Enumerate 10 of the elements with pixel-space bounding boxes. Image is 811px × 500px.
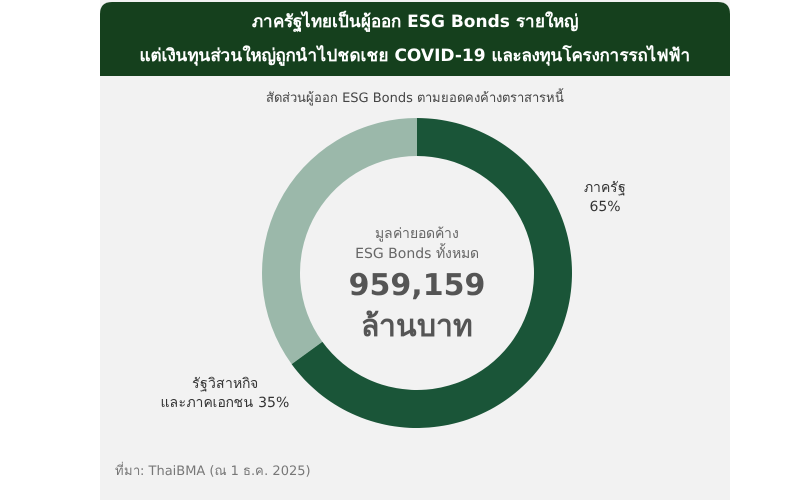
donut-slice: [292, 118, 572, 428]
chart-title: ภาครัฐไทยเป็นผู้ออก ESG Bonds รายใหญ่ แต่เงินทุนส่วนใหญ่ถูกนำไปชดเชย COVID-19 และลงทุนโครงการรถไฟฟ้า: [140, 9, 690, 67]
slice-label: ภาครัฐ: [584, 180, 626, 196]
text: ที่มา: ThaiBMA (ณ 1 ธ.ค. 2025): [115, 462, 311, 479]
text: มูลค่ายอดค้าง ESG Bonds ทั้งหมด: [355, 226, 479, 262]
data-label: 65%: [589, 199, 621, 215]
text: 959,159: [348, 268, 486, 303]
chart-subtitle: สัดส่วนผู้ออก ESG Bonds ตามยอดคงค้างตราสารหนี้: [266, 88, 564, 106]
text: ล้านบาท: [361, 309, 473, 344]
slice-label: รัฐวิสาหกิจ และภาคเอกชน 35%: [160, 376, 290, 411]
